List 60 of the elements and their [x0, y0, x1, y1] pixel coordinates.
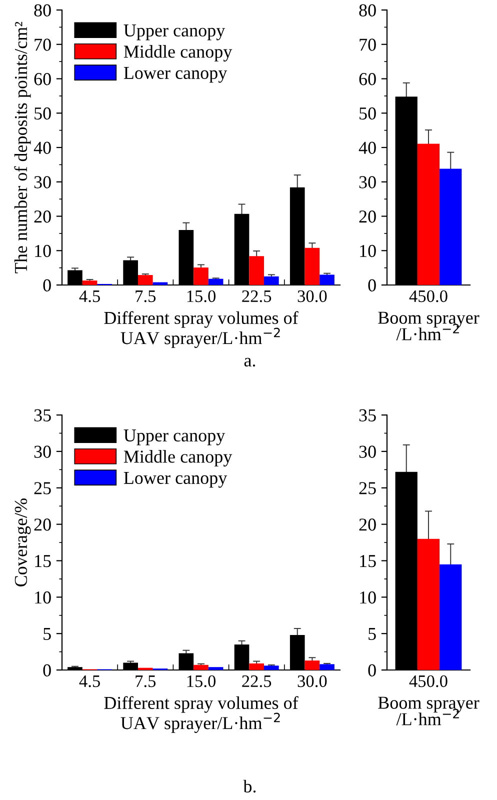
x-axis-title: Boom sprayer /L·hm$^{−2}$: [378, 312, 480, 340]
y-tick-label: 50: [360, 107, 376, 120]
y-tick-label: 10: [35, 244, 51, 258]
x-tick-label: 15.0: [187, 290, 216, 302]
x-tick-label: 22.5: [242, 675, 272, 688]
text: a.: [244, 358, 256, 367]
y-tick-label: 15: [360, 555, 376, 568]
y-tick-label: 35: [359, 409, 376, 422]
y-axis-title: The number of deposits points/cm²: [14, 22, 31, 274]
y-tick-label: 5: [44, 628, 51, 640]
x-tick-label: 30.0: [298, 290, 327, 302]
y-tick-label: 80: [359, 4, 376, 16]
legend-label: Upper canopy: [124, 430, 226, 446]
x-tick-label: 22.5: [242, 290, 272, 302]
y-tick-label: 20: [359, 518, 376, 531]
y-tick-label: 10: [35, 591, 51, 604]
y-tick-label: 40: [34, 142, 51, 154]
x-axis-title: Boom sprayer /L·hm$^{−2}$: [378, 696, 480, 726]
text: b.: [243, 780, 256, 793]
y-tick-label: 70: [34, 38, 51, 51]
legend-label: Lower canopy: [124, 472, 228, 488]
y-tick-label: 0: [368, 664, 376, 676]
legend-label: Middle canopy: [124, 45, 232, 62]
y-tick-label: 30: [359, 176, 376, 188]
x-tick-label: 450.0: [409, 290, 448, 302]
y-tick-label: 15: [35, 555, 51, 568]
y-tick-label: 20: [359, 210, 376, 223]
x-tick-label: 15.0: [187, 675, 216, 688]
legend-label: Lower canopy: [124, 66, 228, 83]
y-tick-label: 0: [43, 279, 51, 292]
y-tick-label: 20: [34, 518, 51, 531]
y-tick-label: 10: [360, 244, 376, 258]
y-tick-label: 40: [358, 142, 376, 154]
y-tick-label: 5: [368, 628, 376, 640]
y-tick-label: 60: [359, 73, 376, 86]
y-tick-label: 60: [34, 73, 51, 86]
x-tick-label: 7.5: [136, 676, 156, 688]
y-tick-label: 30: [34, 446, 51, 458]
y-tick-label: 0: [43, 664, 51, 676]
x-tick-label: 30.0: [298, 675, 327, 688]
x-axis-title: Different spray volumes of UAV sprayer/L·hm$^{−2}$: [104, 696, 298, 733]
y-tick-label: 0: [368, 279, 376, 292]
x-tick-label: 450.0: [409, 675, 448, 688]
x-axis-title: Different spray volumes of UAV sprayer/L·hm$^{−2}$: [104, 311, 298, 348]
y-tick-label: 30: [359, 446, 376, 458]
y-axis-title: Coverage/%: [14, 498, 31, 586]
y-tick-label: 50: [34, 107, 51, 120]
y-tick-label: 10: [360, 591, 376, 604]
y-tick-label: 25: [359, 482, 376, 494]
x-tick-label: 4.5: [79, 290, 100, 302]
y-tick-label: 80: [34, 4, 51, 16]
y-tick-label: 70: [360, 38, 376, 51]
y-tick-label: 20: [34, 210, 51, 223]
legend-label: Upper canopy: [124, 24, 226, 40]
x-tick-label: 4.5: [79, 675, 100, 688]
legend-label: Middle canopy: [124, 450, 232, 466]
y-tick-label: 25: [34, 482, 51, 494]
y-tick-label: 30: [34, 176, 51, 188]
y-tick-label: 35: [34, 409, 51, 422]
x-tick-label: 7.5: [136, 290, 156, 302]
